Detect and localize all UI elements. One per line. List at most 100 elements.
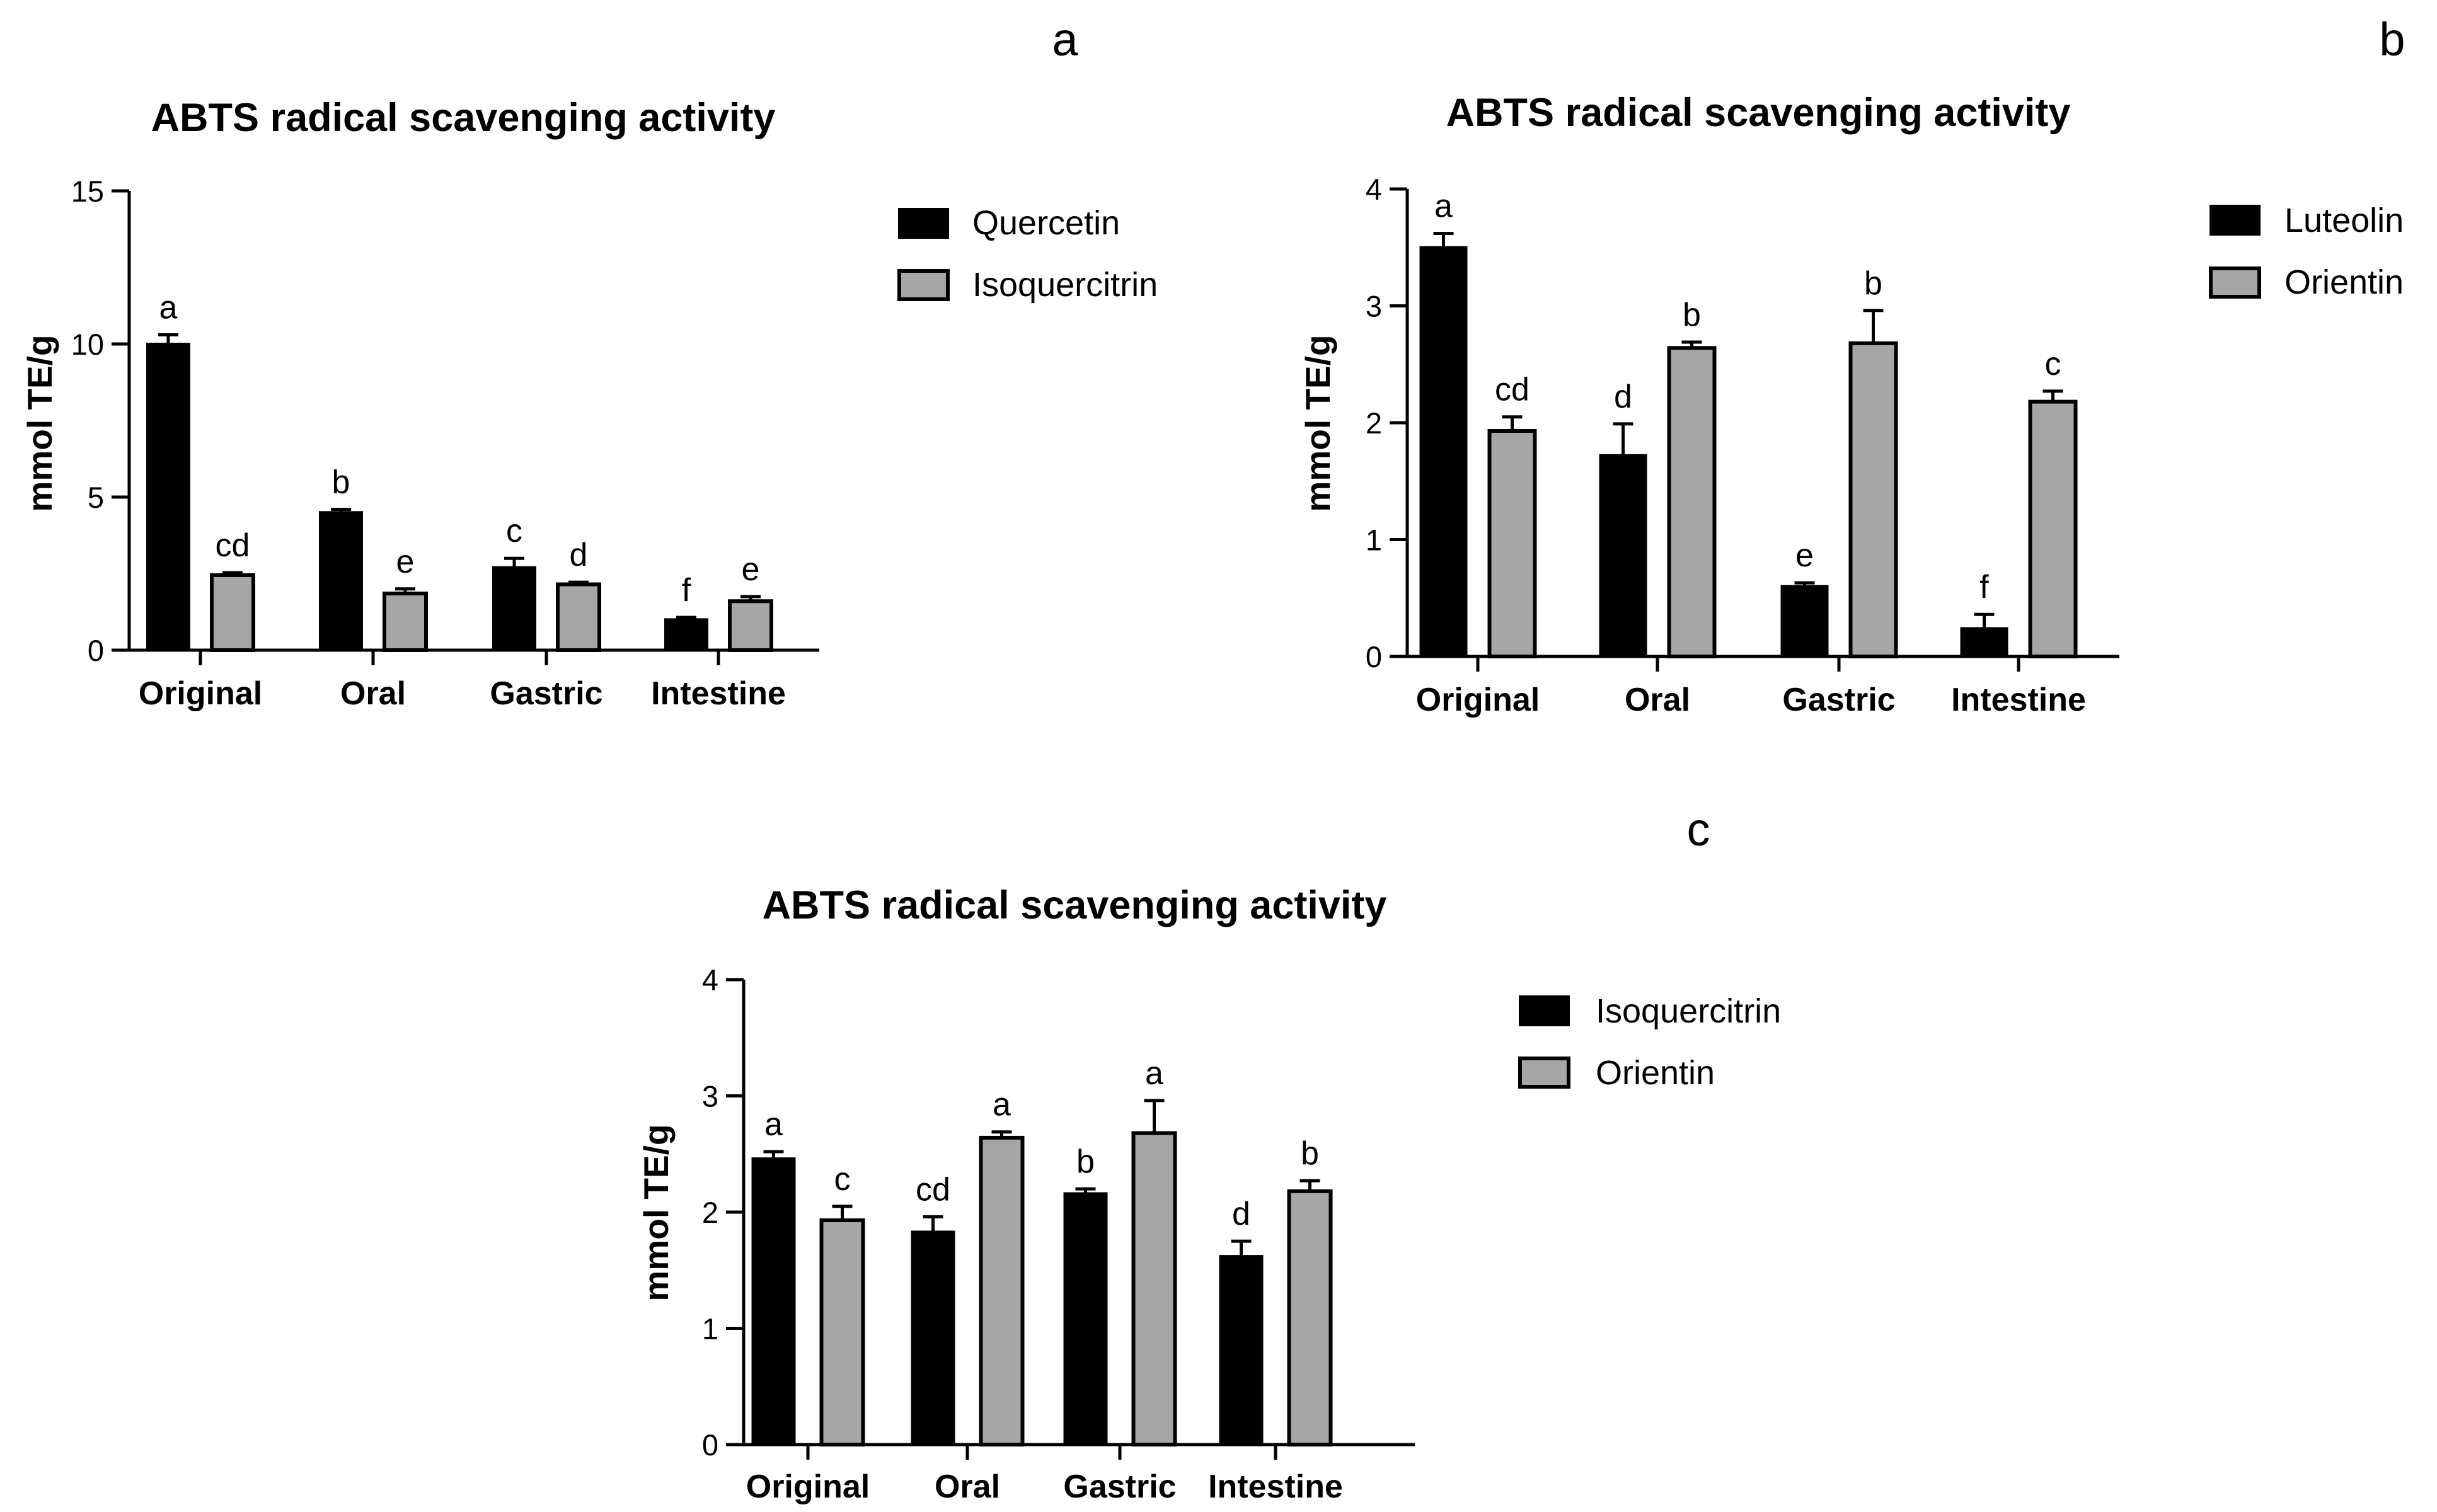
x-tick-label: Intestine: [651, 675, 786, 712]
bar: [1599, 454, 1647, 658]
bar: [492, 566, 536, 652]
y-tick-label: 1: [1366, 524, 1382, 557]
significance-label: cd: [1495, 372, 1530, 408]
bar: [319, 511, 363, 651]
legend-swatch-a-0: [898, 208, 949, 239]
y-tick-label: 3: [702, 1080, 718, 1113]
x-tick-label: Oral: [935, 1469, 1000, 1505]
significance-label: c: [834, 1161, 851, 1198]
panel-letter-c: c: [1687, 803, 1710, 856]
error-bar: [1681, 340, 1702, 348]
significance-label: b: [1076, 1143, 1095, 1180]
y-tick-label: 3: [1366, 290, 1382, 323]
bar: [1063, 1192, 1108, 1446]
bar: [1780, 585, 1829, 658]
x-tick-label: Oral: [1625, 682, 1690, 718]
significance-label: c: [2045, 346, 2061, 382]
error-bar: [832, 1205, 853, 1220]
y-tick-label: 1: [702, 1312, 718, 1346]
error-bar: [2042, 389, 2063, 402]
error-bar: [331, 507, 351, 513]
bar: [1848, 341, 1898, 658]
significance-label: d: [1614, 379, 1632, 415]
chart-title-a: ABTS radical scavenging activity: [151, 96, 776, 140]
error-bar: [568, 580, 589, 585]
chart-title-b: ABTS radical scavenging activity: [1446, 91, 2071, 135]
bar: [819, 1218, 865, 1447]
legend-a: Quercetin Isoquercitrin: [897, 204, 1158, 304]
chart-panel-a: a ABTS radical scavenging activity mmol …: [20, 13, 1158, 712]
y-tick-label: 0: [702, 1428, 718, 1462]
error-bar: [991, 1130, 1012, 1138]
significance-label: a: [1434, 188, 1453, 224]
legend-swatch-a-1: [897, 269, 950, 301]
category-labels-c: Original Oral Gastric Intestine: [746, 1445, 1343, 1505]
bar: [728, 599, 773, 652]
chart-title-c: ABTS radical scavenging activity: [763, 883, 1387, 927]
error-bar: [1863, 309, 1884, 343]
panel-letter-a: a: [1052, 13, 1078, 66]
y-ticks-a: 0 5 10 15: [71, 175, 129, 667]
legend-c: Isoquercitrin Orientin: [1518, 992, 1781, 1092]
significance-label: b: [1301, 1135, 1319, 1172]
legend-swatch-c-1: [1518, 1057, 1570, 1089]
error-bar: [1299, 1179, 1320, 1191]
bar: [556, 582, 601, 653]
bar: [911, 1230, 955, 1446]
bar: [383, 592, 428, 653]
legend-b: Luteolin Orientin: [2209, 202, 2404, 301]
bar: [1131, 1131, 1177, 1447]
bar: [1487, 428, 1537, 658]
significance-label: c: [506, 513, 522, 549]
error-bar: [740, 595, 761, 602]
y-ticks-b: 0 1 2 3 4: [1366, 173, 1407, 673]
error-bars-b: [1433, 231, 2063, 629]
error-bar: [395, 587, 415, 594]
legend-label-b-0: Luteolin: [2284, 202, 2404, 239]
significance-label: d: [570, 537, 588, 573]
category-labels-b: Original Oral Gastric Intestine: [1416, 656, 2086, 718]
panel-letter-b: b: [2379, 13, 2405, 66]
bar: [1219, 1255, 1264, 1446]
y-tick-label: 10: [71, 328, 104, 361]
y-ticks-c: 0 1 2 3 4: [702, 963, 744, 1462]
y-tick-label: 0: [1366, 640, 1382, 673]
bar: [1287, 1189, 1333, 1447]
error-bar: [222, 571, 243, 575]
error-bar: [763, 1150, 784, 1159]
significance-label: a: [993, 1087, 1011, 1123]
chart-panel-b: b ABTS radical scavenging activity mmol …: [1298, 13, 2405, 718]
significance-label: e: [1795, 537, 1814, 574]
y-axis-title-c: mmol TE/g: [637, 1124, 676, 1301]
error-bar: [158, 333, 178, 344]
x-tick-label: Original: [1416, 682, 1540, 718]
y-tick-label: 5: [88, 481, 104, 514]
significance-label: e: [396, 544, 415, 580]
significance-label: b: [1864, 265, 1882, 302]
bar: [1960, 627, 2008, 658]
legend-swatch-b-1: [2209, 266, 2261, 299]
y-axis-title-b: mmol TE/g: [1298, 335, 1337, 512]
error-bar: [1231, 1239, 1252, 1257]
error-bars-a: [158, 333, 761, 620]
error-bars-c: [763, 1099, 1320, 1257]
significance-label: f: [1979, 569, 1989, 605]
legend-swatch-b-0: [2209, 205, 2261, 236]
y-tick-label: 2: [702, 1196, 718, 1229]
bars-b: [1419, 246, 2078, 659]
bars-a: [146, 343, 773, 653]
x-tick-label: Gastric: [1063, 1469, 1176, 1505]
error-bar: [504, 556, 524, 568]
legend-label-c-0: Isoquercitrin: [1596, 992, 1781, 1030]
y-tick-label: 2: [1366, 406, 1382, 440]
error-bar: [1613, 422, 1633, 455]
x-tick-label: Gastric: [1782, 682, 1895, 718]
significance-label: d: [1232, 1196, 1250, 1232]
legend-label-c-1: Orientin: [1596, 1054, 1715, 1092]
x-tick-label: Original: [139, 675, 262, 712]
bar: [210, 573, 255, 652]
x-tick-label: Intestine: [1951, 682, 2086, 718]
significance-label: a: [1145, 1055, 1163, 1092]
